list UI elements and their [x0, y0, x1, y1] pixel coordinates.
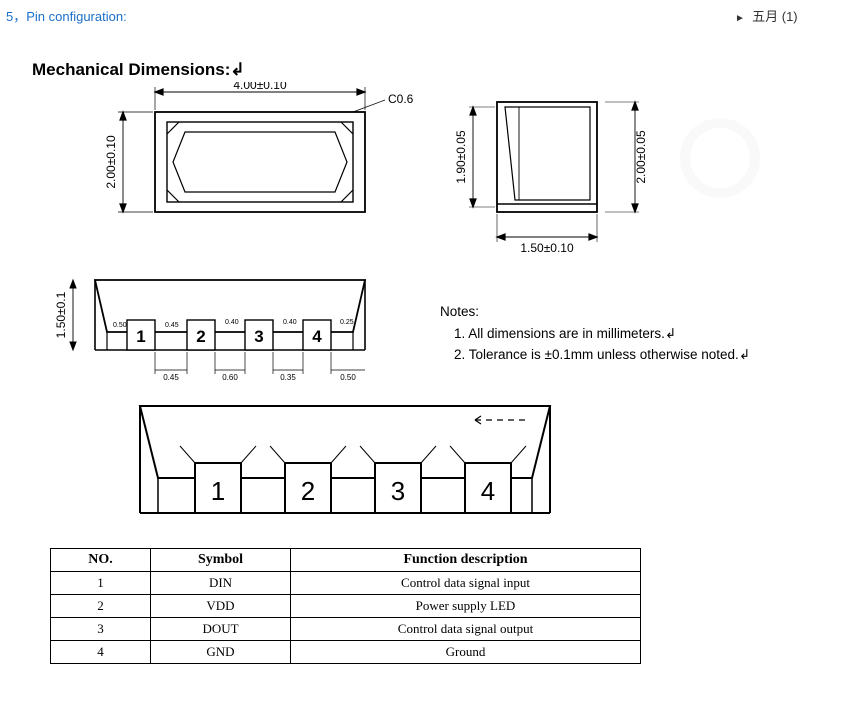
svg-text:3: 3 — [391, 476, 405, 506]
cell-desc: Control data signal output — [291, 618, 641, 641]
table-header-row: NO. Symbol Function description — [51, 549, 641, 572]
th-symbol: Symbol — [151, 549, 291, 572]
svg-text:1: 1 — [136, 327, 145, 346]
table-row: 3 DOUT Control data signal output — [51, 618, 641, 641]
table-row: 1 DIN Control data signal input — [51, 572, 641, 595]
note-2: 2. Tolerance is ±0.1mm unless otherwise … — [454, 347, 739, 362]
svg-text:4.00±0.10: 4.00±0.10 — [233, 82, 287, 92]
archive-text: 五月 (1) — [752, 9, 798, 24]
pin-configuration-table: NO. Symbol Function description 1 DIN Co… — [50, 548, 641, 664]
svg-text:C0.6: C0.6 — [388, 92, 414, 106]
table-row: 4 GND Ground — [51, 641, 641, 664]
notes-block: Notes: 1. All dimensions are in millimet… — [440, 302, 750, 365]
section-heading: 5，Pin configuration: — [6, 6, 127, 25]
enlarged-diagram: 1 2 3 4 — [130, 398, 560, 538]
svg-text:4: 4 — [312, 327, 322, 346]
notes-heading: Notes: — [440, 302, 750, 322]
svg-text:2: 2 — [196, 327, 205, 346]
svg-text:0.45: 0.45 — [165, 322, 179, 329]
svg-text:0.40: 0.40 — [225, 319, 239, 326]
svg-text:2.00±0.05: 2.00±0.05 — [634, 130, 648, 184]
triangle-icon: ► — [735, 13, 745, 24]
cell-no: 1 — [51, 572, 151, 595]
svg-text:0.25: 0.25 — [340, 319, 354, 326]
svg-text:0.60: 0.60 — [222, 373, 238, 382]
cell-no: 3 — [51, 618, 151, 641]
th-desc: Function description — [291, 549, 641, 572]
section-number: 5， — [6, 9, 26, 24]
svg-text:4: 4 — [481, 476, 495, 506]
archive-link[interactable]: ► 五月 (1) — [735, 6, 798, 25]
cell-desc: Power supply LED — [291, 595, 641, 618]
svg-text:1.50±0.1: 1.50±0.1 — [55, 291, 68, 338]
svg-text:1.90±0.05: 1.90±0.05 — [454, 130, 468, 184]
svg-text:2: 2 — [301, 476, 315, 506]
cell-symbol: VDD — [151, 595, 291, 618]
svg-text:1: 1 — [211, 476, 225, 506]
table-row: 2 VDD Power supply LED — [51, 595, 641, 618]
top-diagrams-svg: 4.00±0.10 2.00±0.10 C0.6 — [55, 82, 695, 262]
cell-desc: Control data signal input — [291, 572, 641, 595]
svg-text:0.40: 0.40 — [283, 319, 297, 326]
cell-no: 4 — [51, 641, 151, 664]
svg-text:0.45: 0.45 — [163, 373, 179, 382]
svg-text:0.50: 0.50 — [113, 322, 127, 329]
th-no: NO. — [51, 549, 151, 572]
svg-text:3: 3 — [254, 327, 263, 346]
svg-text:2.00±0.10: 2.00±0.10 — [104, 135, 118, 189]
section-title-text: Pin configuration: — [26, 9, 126, 24]
cell-desc: Ground — [291, 641, 641, 664]
svg-text:1.50±0.10: 1.50±0.10 — [520, 241, 574, 255]
cell-symbol: DOUT — [151, 618, 291, 641]
cell-no: 2 — [51, 595, 151, 618]
svg-text:0.35: 0.35 — [280, 373, 296, 382]
cell-symbol: GND — [151, 641, 291, 664]
bottom-view-svg: 1.50±0.1 1 2 3 4 0.50 0.45 0.40 0.40 0.2… — [55, 262, 395, 392]
cell-symbol: DIN — [151, 572, 291, 595]
note-1: 1. All dimensions are in millimeters. — [454, 326, 665, 341]
mechanical-title: Mechanical Dimensions:↲ — [32, 60, 245, 80]
svg-text:0.50: 0.50 — [340, 373, 356, 382]
